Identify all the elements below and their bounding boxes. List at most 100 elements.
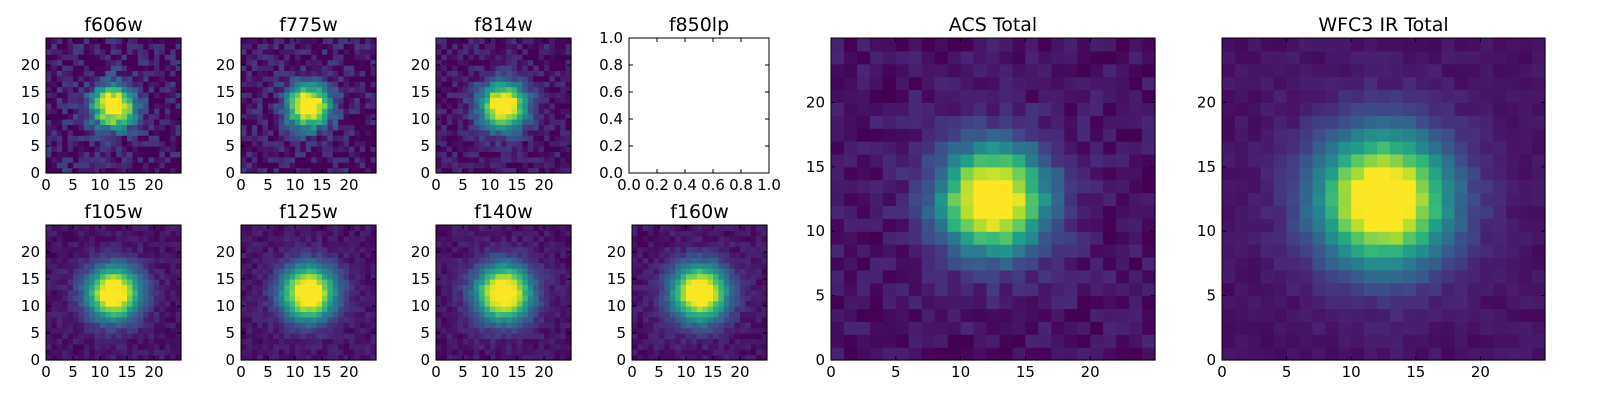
heatmap-cell — [895, 205, 910, 219]
heatmap-cell — [365, 162, 372, 169]
heatmap-cell — [723, 295, 730, 302]
heatmap-cell — [338, 59, 345, 66]
heatmap-cell — [745, 349, 752, 356]
heatmap-cell — [869, 231, 884, 245]
heatmap-cell — [895, 347, 910, 361]
heatmap-cell — [659, 349, 665, 356]
heatmap-cell — [468, 289, 475, 296]
heatmap-cell — [365, 102, 372, 109]
heatmap-cell — [490, 246, 496, 253]
heatmap-cell — [908, 334, 923, 348]
heatmap-cell — [251, 167, 258, 174]
heatmap-cell — [664, 268, 671, 275]
heatmap-cell — [51, 113, 58, 120]
heatmap-cell — [251, 70, 258, 77]
heatmap-cell — [484, 140, 491, 147]
heatmap-cell — [78, 124, 85, 131]
heatmap-cell — [565, 156, 572, 163]
heatmap-cell — [78, 306, 85, 312]
heatmap-cell — [143, 65, 150, 71]
heatmap-cell — [332, 289, 339, 296]
heatmap-cell — [154, 54, 160, 61]
heatmap-cell — [554, 140, 561, 147]
heatmap-cell — [691, 316, 698, 323]
heatmap-cell — [262, 38, 269, 44]
heatmap-cell — [637, 262, 644, 269]
heatmap-cell — [311, 92, 318, 98]
heatmap-cell — [686, 300, 692, 307]
heatmap-cell — [713, 316, 719, 323]
heatmap-cell — [675, 279, 682, 285]
heatmap-cell — [343, 225, 350, 231]
heatmap-cell — [316, 124, 323, 131]
heatmap-cell — [349, 306, 355, 312]
heatmap-cell — [484, 273, 491, 280]
heatmap-cell — [632, 306, 638, 312]
heatmap-cell — [154, 108, 160, 115]
heatmap-cell — [446, 54, 453, 61]
heatmap-cell — [999, 308, 1014, 322]
heatmap-cell — [729, 322, 736, 329]
heatmap-cell — [565, 97, 572, 104]
heatmap-cell — [257, 81, 264, 88]
heatmap-cell — [127, 38, 133, 44]
heatmap-cell — [154, 70, 160, 77]
heatmap-cell — [116, 54, 123, 61]
heatmap-cell — [164, 338, 171, 345]
heatmap-cell — [56, 102, 63, 109]
heatmap-cell — [62, 235, 69, 242]
heatmap-cell — [322, 97, 328, 104]
heatmap-cell — [565, 338, 572, 345]
heatmap-cell — [322, 75, 328, 82]
heatmap-cell — [105, 129, 112, 136]
heatmap-cell — [479, 268, 486, 275]
heatmap-cell — [94, 354, 101, 361]
heatmap-cell — [675, 306, 682, 312]
heatmap-cell — [100, 129, 106, 136]
heatmap-cell — [46, 38, 52, 44]
heatmap-cell — [159, 113, 166, 120]
heatmap-cell — [327, 316, 334, 323]
heatmap-cell — [473, 311, 480, 318]
heatmap-cell — [734, 311, 741, 318]
heatmap-cell — [1077, 269, 1091, 284]
heatmap-cell — [495, 322, 502, 329]
heatmap-cell — [257, 338, 264, 345]
heatmap-cell — [343, 38, 350, 44]
heatmap-cell — [468, 349, 475, 356]
heatmap-cell — [121, 262, 128, 269]
heatmap-cell — [246, 102, 253, 109]
heatmap-cell — [354, 124, 361, 131]
heatmap-cell — [251, 156, 258, 163]
heatmap-cell — [544, 92, 550, 98]
heatmap-cell — [148, 119, 155, 125]
heatmap-cell — [322, 262, 328, 269]
heatmap-cell — [116, 289, 123, 296]
heatmap-cell — [843, 179, 858, 194]
heatmap-cell — [359, 300, 366, 307]
heatmap-cell — [284, 129, 291, 136]
heatmap-cell — [1012, 269, 1026, 284]
heatmap-cell — [354, 241, 361, 248]
heatmap-cell — [289, 273, 296, 280]
heatmap-cell — [680, 306, 687, 312]
heatmap-cell — [338, 146, 345, 152]
heatmap-cell — [527, 119, 534, 125]
heatmap-cell — [511, 349, 518, 356]
heatmap-cell — [675, 333, 682, 339]
heatmap-cell — [653, 338, 660, 345]
heatmap-cell — [51, 59, 58, 66]
heatmap-cell — [680, 322, 687, 329]
heatmap-cell — [446, 124, 453, 131]
heatmap-cell — [1077, 295, 1091, 310]
heatmap-cell — [436, 140, 442, 147]
panel-title: f140w — [474, 201, 533, 223]
heatmap-cell — [100, 97, 106, 104]
heatmap-cell — [175, 333, 182, 339]
heatmap-cell — [327, 135, 334, 142]
heatmap-cell — [436, 284, 442, 291]
heatmap-cell — [675, 252, 682, 258]
heatmap-cell — [947, 282, 962, 297]
heatmap-cell — [756, 349, 763, 356]
heatmap-cell — [170, 273, 177, 280]
